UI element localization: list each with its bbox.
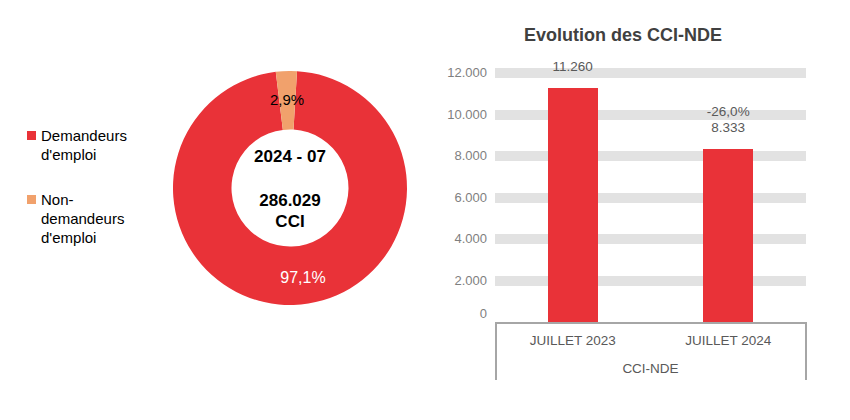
bar-value-label: 11.260: [518, 59, 628, 75]
y-axis-tick-label: 2.000: [430, 273, 487, 288]
category-label: JUILLET 2024: [653, 333, 805, 348]
bar-value-label: -26,0%8.333: [673, 104, 783, 136]
axis-group-label: CCI-NDE: [495, 361, 806, 376]
donut-center-text: 2024 - 07 286.029 CCI: [215, 146, 365, 232]
grid-band: [495, 276, 806, 286]
grid-band: [495, 193, 806, 203]
donut-slice-label-demandeurs: 97,1%: [262, 268, 344, 287]
legend-label-line: Non-: [41, 190, 124, 209]
bar-juillet-2023: [548, 88, 598, 322]
legend-item-demandeurs: Demandeurs d'emploi: [27, 126, 127, 164]
legend-swatch-non-demandeurs: [27, 195, 36, 204]
y-axis-tick-label: 8.000: [430, 148, 487, 163]
legend-label-non-demandeurs: Non- demandeurs d'emploi: [41, 190, 124, 247]
donut-slice-label-non-demandeurs: 2,9%: [246, 91, 328, 109]
legend-label-line: demandeurs: [41, 209, 124, 228]
y-axis-tick-label: 0: [430, 306, 487, 321]
legend-label-demandeurs: Demandeurs d'emploi: [41, 126, 127, 164]
total-value: 286.029: [215, 190, 365, 211]
legend-swatch-demandeurs: [27, 131, 36, 140]
category-label: JUILLET 2023: [497, 333, 649, 348]
y-axis-tick-label: 6.000: [430, 190, 487, 205]
legend-label-line: Demandeurs: [41, 126, 127, 145]
total-unit: CCI: [215, 211, 365, 232]
spacer: [215, 167, 365, 190]
legend-label-line: d'emploi: [41, 228, 124, 247]
legend-item-non-demandeurs: Non- demandeurs d'emploi: [27, 190, 124, 247]
y-axis-tick-label: 12.000: [430, 65, 487, 80]
legend-label-line: d'emploi: [41, 145, 127, 164]
grid-band: [495, 234, 806, 244]
grid-band: [495, 151, 806, 161]
y-axis-tick-label: 4.000: [430, 231, 487, 246]
x-axis-line: [495, 322, 807, 324]
y-axis-tick-label: 10.000: [430, 107, 487, 122]
bar-juillet-2024: [703, 149, 753, 322]
report-canvas: Demandeurs d'emploi Non- demandeurs d'em…: [0, 0, 850, 420]
bar-chart-title: Evolution des CCI-NDE: [448, 25, 798, 46]
period-label: 2024 - 07: [215, 146, 365, 167]
